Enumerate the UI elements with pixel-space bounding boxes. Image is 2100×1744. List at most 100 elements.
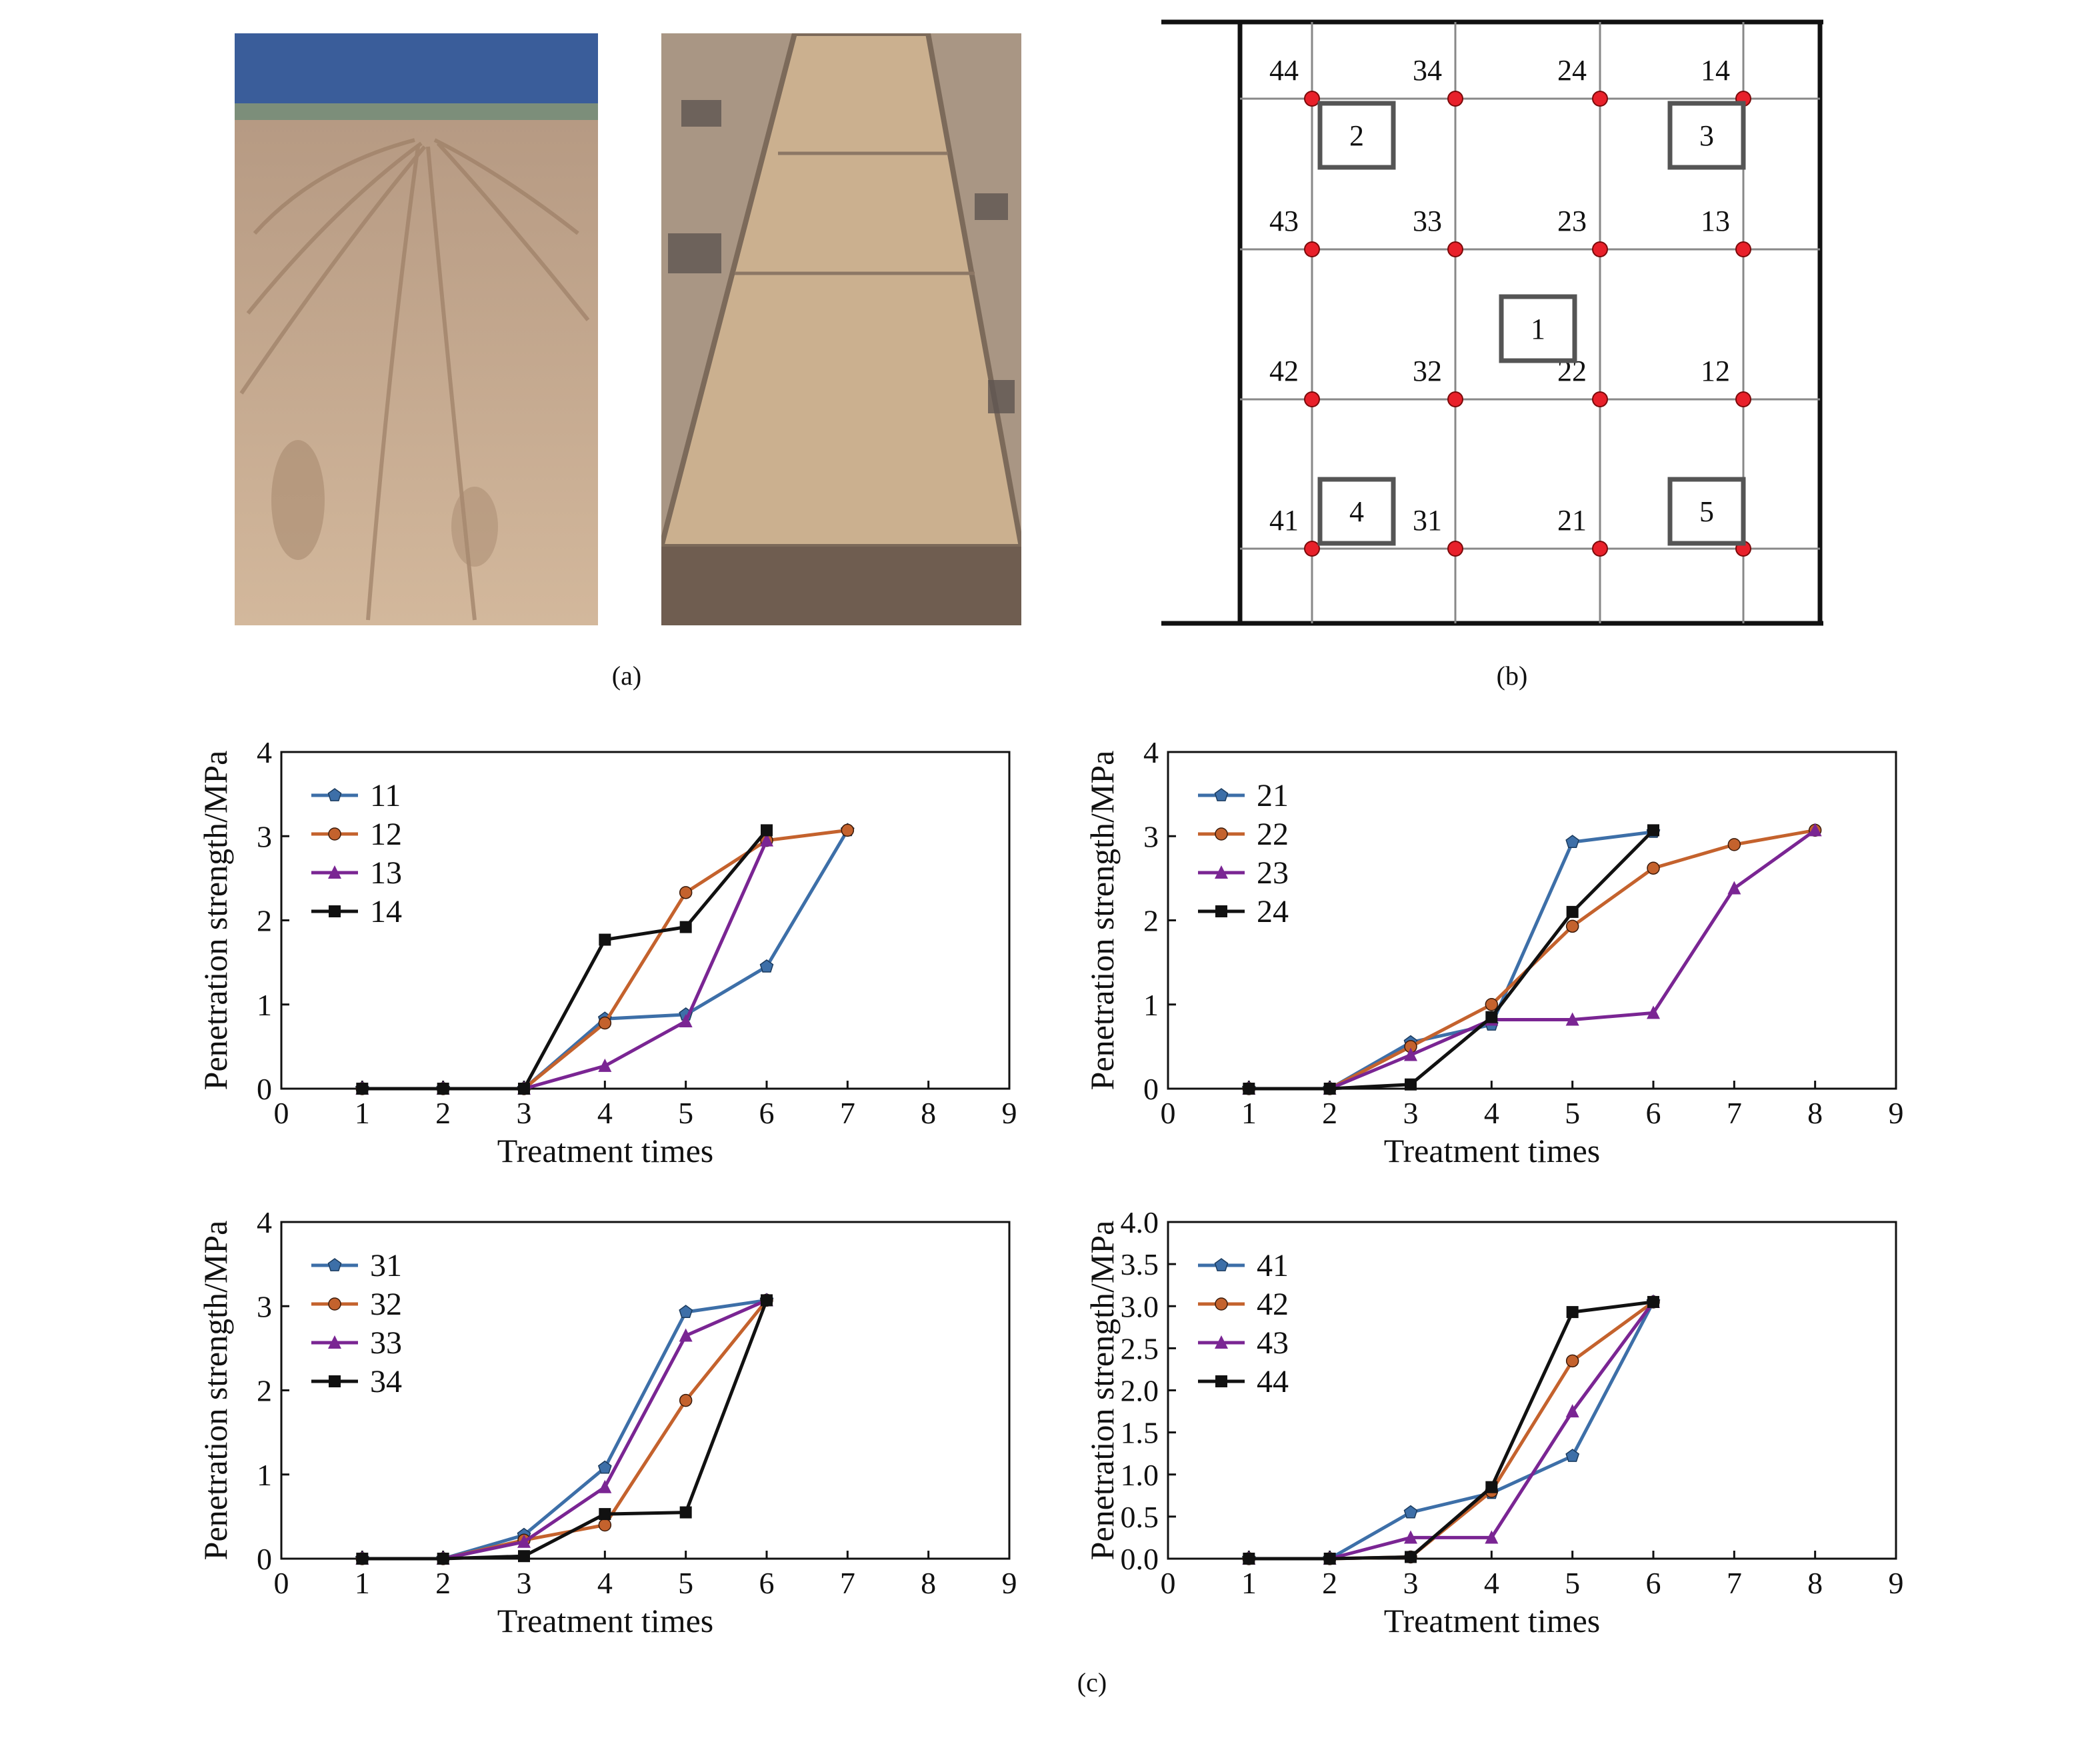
y-tick-label: 2.5 [1121,1331,1159,1365]
y-tick-label: 0.0 [1121,1542,1159,1576]
x-tick-label: 9 [1889,1566,1904,1600]
legend-marker [328,827,341,841]
legend-label: 11 [370,778,401,813]
x-tick-label: 7 [1727,1096,1742,1130]
series-33 [355,1293,773,1565]
data-point [1485,1011,1498,1023]
measure-point-label: 42 [1269,355,1299,387]
x-tick-label: 7 [840,1096,855,1130]
data-point [1404,1047,1417,1061]
x-tick-label: 2 [435,1096,451,1130]
series-line [1249,828,1816,1091]
sample-box-4 [1317,477,1396,546]
data-point [679,1305,693,1318]
legend-label: 32 [370,1287,402,1322]
data-point [761,824,773,837]
chart-31-34: 0 1 2 3 4 5 6 7 8 9 0 1 2 3 4 Treatment times Penetratio… [197,1205,1040,1663]
y-axis-label: Penetration strength/MPa [1087,751,1121,1091]
legend-label: 24 [1257,894,1289,929]
x-axis-label: Treatment times [1384,1602,1601,1639]
x-tick-label: 0 [274,1566,289,1600]
data-point [599,1508,611,1521]
y-tick-label: 2 [257,904,272,938]
data-point [599,933,611,946]
y-tick-label: 3 [257,819,272,853]
x-tick-label: 1 [1241,1096,1257,1130]
measure-point-label: 14 [1701,54,1730,87]
x-tick-label: 4 [597,1566,613,1600]
series-12 [355,823,855,1095]
measure-point-label: 32 [1413,355,1442,387]
series-22 [1242,823,1822,1095]
legend-marker [1215,905,1227,917]
x-tick-label: 3 [1403,1096,1419,1130]
y-tick-label: 1 [257,1458,272,1492]
legend-marker [327,788,342,801]
data-point [356,1083,369,1095]
data-point [597,1460,612,1474]
series-14 [356,824,773,1095]
y-tick-label: 0 [1143,1072,1159,1106]
legend-marker [329,905,341,917]
x-tick-label: 4 [1484,1096,1499,1130]
y-tick-label: 3 [1143,819,1159,853]
series-44 [1243,1295,1659,1565]
data-point [1565,1354,1579,1368]
legend-marker [1214,1258,1229,1271]
data-point [1485,998,1499,1011]
y-tick-label: 3.5 [1121,1247,1159,1281]
series-24 [1243,824,1659,1095]
legend-label: 43 [1257,1325,1289,1361]
series-line [1249,829,1655,1091]
x-axis-label: Treatment times [497,1602,714,1639]
legend-marker [329,1375,341,1387]
legend-marker [1215,827,1228,841]
data-point [1647,861,1660,875]
legend-label: 34 [370,1364,402,1399]
data-point [1647,824,1659,837]
data-point [1565,1012,1579,1026]
data-point [1405,1551,1417,1563]
legend-label: 31 [370,1248,402,1283]
chart-41-44: 0 1 2 3 4 5 6 7 8 9 0.0 0.5 1.0 1.5 2.0 2.5 3.0 3.5 4.0 Tre… [1083,1205,1927,1663]
legend-marker [328,865,341,879]
x-tick-label: 0 [1161,1096,1176,1130]
measure-point-43 [1304,241,1320,257]
x-tick-label: 2 [1322,1566,1337,1600]
x-tick-label: 0 [1161,1566,1176,1600]
measure-point-13 [1735,241,1751,257]
measure-point-label: 23 [1557,205,1587,237]
data-point [1403,1505,1418,1519]
data-point [1243,1553,1255,1565]
measure-point-22 [1592,391,1608,407]
legend-marker [1214,788,1229,801]
x-tick-label: 1 [1241,1566,1257,1600]
sample-box-label: 5 [1699,495,1714,528]
sample-box-2 [1317,101,1396,170]
y-tick-label: 3.0 [1121,1289,1159,1323]
data-point [518,1083,530,1095]
caption-b: (b) [1496,661,1528,691]
legend-marker [327,1258,342,1271]
x-tick-label: 0 [274,1096,289,1130]
series-line [362,828,848,1091]
legend-label: 33 [370,1325,402,1361]
legend-label: 14 [370,894,402,929]
x-tick-label: 8 [921,1096,936,1130]
measure-point-41 [1304,541,1320,557]
legend-label: 12 [370,817,402,852]
measure-point-label: 31 [1413,504,1442,537]
x-tick-label: 5 [1565,1566,1580,1600]
y-axis-label: Penetration strength/MPa [1087,1221,1121,1561]
x-tick-label: 2 [1322,1096,1337,1130]
data-point [679,921,692,933]
measure-point-label: 34 [1413,54,1442,87]
sample-box-label: 2 [1349,119,1364,152]
y-tick-label: 1.5 [1121,1416,1159,1450]
legend-marker [1215,865,1228,879]
x-tick-label: 8 [1807,1566,1823,1600]
x-tick-label: 6 [1646,1096,1661,1130]
measure-point-label: 33 [1413,205,1442,237]
series-line [362,1299,768,1561]
